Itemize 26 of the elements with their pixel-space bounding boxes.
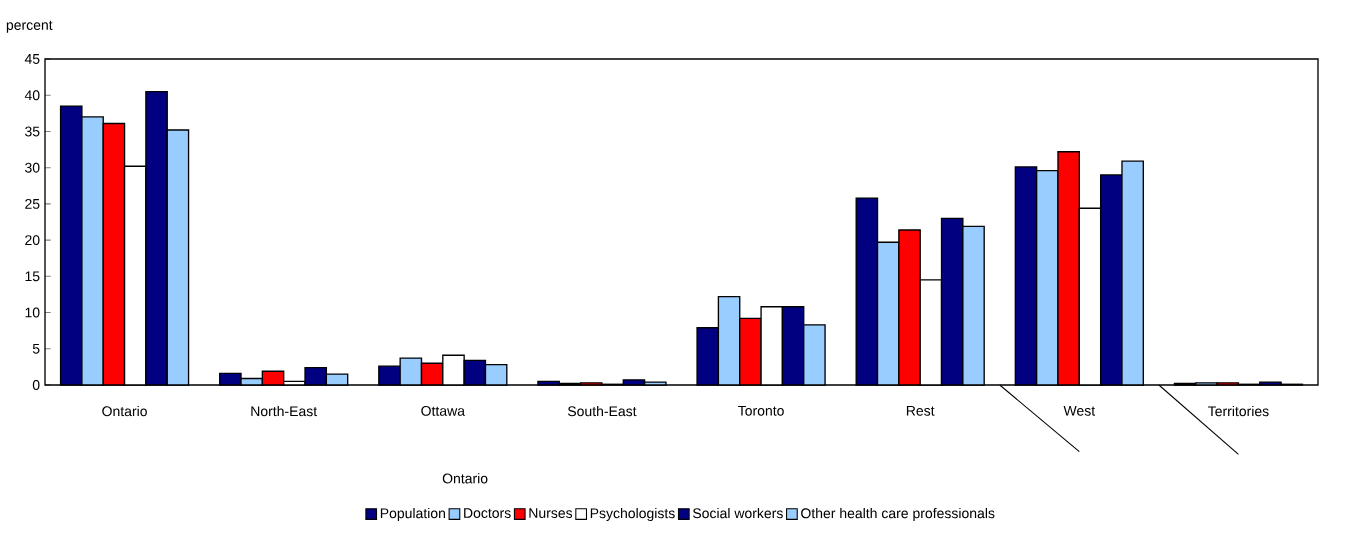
y-tick-label: 15 (25, 271, 40, 282)
x-tick-label: Ontario (102, 405, 147, 417)
legend-label: Doctors (464, 508, 511, 518)
y-axis-title: percent (6, 20, 53, 33)
legend-label: Psychologists (590, 507, 675, 521)
y-tick-label: 45 (24, 54, 40, 64)
x-tick-label: Territories (1208, 405, 1269, 417)
y-tick-label: 10 (25, 307, 40, 318)
y-tick-label: 35 (25, 126, 40, 137)
y-tick-label: 20 (25, 235, 40, 246)
legend-label: Nurses (529, 508, 573, 518)
legend-label: Social workers (692, 507, 783, 519)
y-tick-label: 30 (25, 162, 40, 173)
x-tick-label: Rest (906, 405, 935, 416)
x-tick-label: West (1063, 405, 1096, 416)
legend-label: Population (380, 507, 445, 521)
x-tick-label: South-East (567, 405, 637, 417)
x-tick-label: North-East (251, 405, 318, 417)
y-tick-label: 0 (32, 380, 40, 390)
y-tick-label: 5 (32, 343, 40, 354)
x-tick-label: Ottawa (421, 405, 465, 416)
y-tick-label: 40 (24, 90, 40, 101)
y-tick-label: 25 (25, 198, 40, 209)
legend-label: Other health care professionals (801, 507, 995, 521)
x-tick-label: Toronto (738, 405, 784, 416)
text: Ontario (442, 473, 488, 484)
